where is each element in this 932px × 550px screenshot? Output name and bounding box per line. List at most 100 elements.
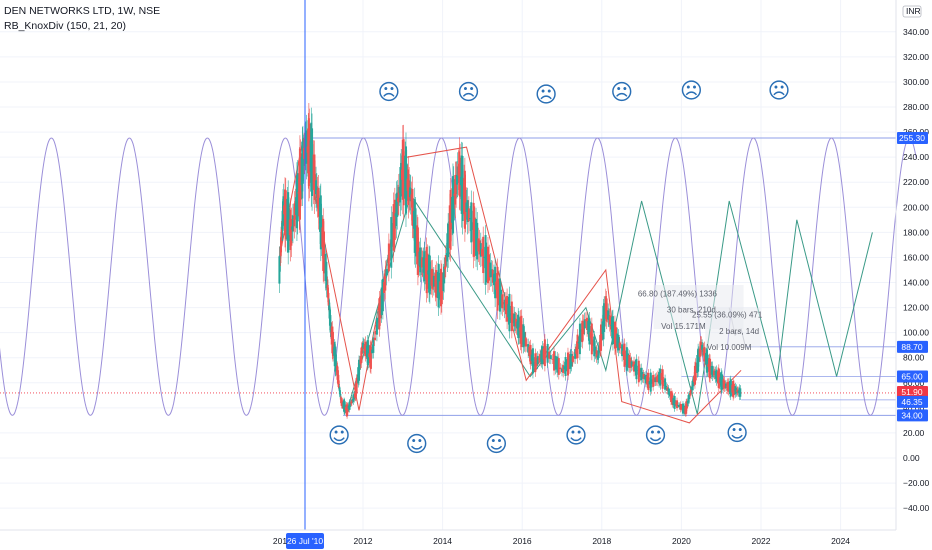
red-zigzag-series	[278, 137, 742, 424]
price-candle	[374, 330, 377, 335]
price-candle	[581, 320, 584, 343]
price-candle	[339, 393, 342, 397]
price-candle	[537, 358, 540, 360]
price-candle	[670, 391, 673, 403]
measure-note: 30 bars, 210d	[667, 306, 716, 315]
price-candle	[681, 403, 684, 414]
price-candle	[589, 331, 592, 339]
price-candle	[713, 370, 716, 376]
price-candle	[444, 254, 447, 268]
measure-note: Vol 15.171M	[661, 322, 706, 331]
price-candle	[378, 298, 381, 330]
price-candle	[699, 341, 702, 357]
happy-face-icon: ☺	[644, 424, 667, 449]
range-lines	[0, 137, 896, 416]
price-candle	[372, 337, 375, 353]
y-tick-label: 100.00	[903, 328, 929, 338]
price-candle	[291, 215, 294, 232]
price-candle	[694, 362, 697, 381]
price-candle	[650, 379, 653, 384]
price-candle	[641, 372, 644, 379]
price-candle	[635, 358, 638, 380]
measure-note: 66.80 (187.49%) 1336	[638, 289, 718, 298]
price-candle	[548, 351, 551, 359]
price-candle	[624, 355, 627, 360]
price-candle	[479, 243, 482, 257]
price-candle	[507, 304, 510, 318]
price-candle	[542, 348, 545, 360]
price-candle	[502, 302, 505, 305]
price-candle	[603, 303, 606, 332]
currency-label: INR	[906, 6, 921, 16]
price-candle	[329, 323, 332, 333]
price-candle	[664, 378, 667, 390]
price-candle	[540, 350, 543, 363]
price-candle	[593, 336, 596, 357]
indicator-legend[interactable]: RB_KnoxDiv (150, 21, 20)	[4, 20, 126, 32]
price-candle	[326, 280, 329, 285]
measure-annotations: 66.80 (187.49%) 1336 30 bars, 210d Vol 15.…	[638, 289, 763, 352]
price-candle	[322, 231, 325, 274]
x-tick-label: 2020	[672, 536, 691, 546]
price-candle	[665, 385, 668, 388]
price-tag-box	[897, 340, 928, 353]
price-candle	[574, 349, 577, 359]
price-candle	[597, 347, 600, 359]
price-candle	[676, 400, 679, 409]
price-candle	[524, 337, 527, 347]
price-series	[278, 102, 742, 419]
price-candle	[393, 199, 396, 240]
price-candle	[508, 293, 511, 332]
happy-face-icon: ☺	[564, 424, 587, 449]
price-candle	[498, 278, 501, 312]
price-candle	[470, 202, 473, 243]
price-candle	[280, 229, 283, 236]
price-candle	[613, 321, 616, 349]
time-axis[interactable]: 201 2012 2014 2016 2018 2020 2022 2024	[0, 529, 896, 546]
price-candle	[527, 344, 530, 353]
sad-face-icon: ☹	[457, 80, 480, 105]
price-candle	[646, 376, 649, 385]
price-candle	[576, 334, 579, 359]
price-candle	[338, 385, 341, 387]
price-candle	[473, 217, 476, 250]
price-candle	[383, 282, 386, 293]
price-candle	[572, 357, 575, 359]
price-candle	[488, 254, 491, 281]
price-candle	[622, 350, 625, 355]
price-candle	[667, 388, 670, 395]
price-candle	[580, 329, 583, 341]
price-candle	[678, 405, 681, 407]
price-candle	[653, 378, 656, 383]
price-candle	[465, 202, 468, 213]
price-candle	[525, 344, 528, 346]
price-candle	[521, 327, 524, 339]
price-candle	[339, 398, 342, 400]
price-candle	[656, 374, 659, 383]
price-candle	[392, 204, 395, 251]
price-candle	[661, 369, 664, 389]
price-candle	[358, 359, 361, 381]
price-candle	[575, 346, 578, 354]
price-candle	[577, 342, 580, 344]
face-markers: ☹ ☹ ☹ ☹ ☹ ☹ ☺ ☺ ☺ ☺ ☺ ☺	[328, 79, 791, 457]
price-candle	[329, 315, 332, 331]
price-candle	[475, 218, 478, 256]
price-candle	[563, 366, 566, 370]
price-candle	[528, 346, 531, 357]
price-candle	[673, 396, 676, 409]
price-axis[interactable]: 340.00320.00300.00280.00260.00240.00220.…	[895, 0, 930, 530]
x-tick-label: 2018	[592, 536, 611, 546]
x-tick-label: 2024	[831, 536, 850, 546]
y-tick-label: 340.00	[903, 27, 929, 37]
price-tag-box	[897, 385, 928, 398]
x-tick-label: 2014	[433, 536, 452, 546]
sad-face-icon: ☹	[535, 83, 558, 108]
crosshair-date-box	[286, 533, 324, 549]
price-candle	[486, 246, 489, 284]
price-candle	[674, 402, 677, 404]
price-candle	[565, 363, 568, 367]
y-tick-label: 0.00	[903, 453, 920, 463]
measure-note: 25.55 (36.09%) 471	[692, 311, 763, 320]
